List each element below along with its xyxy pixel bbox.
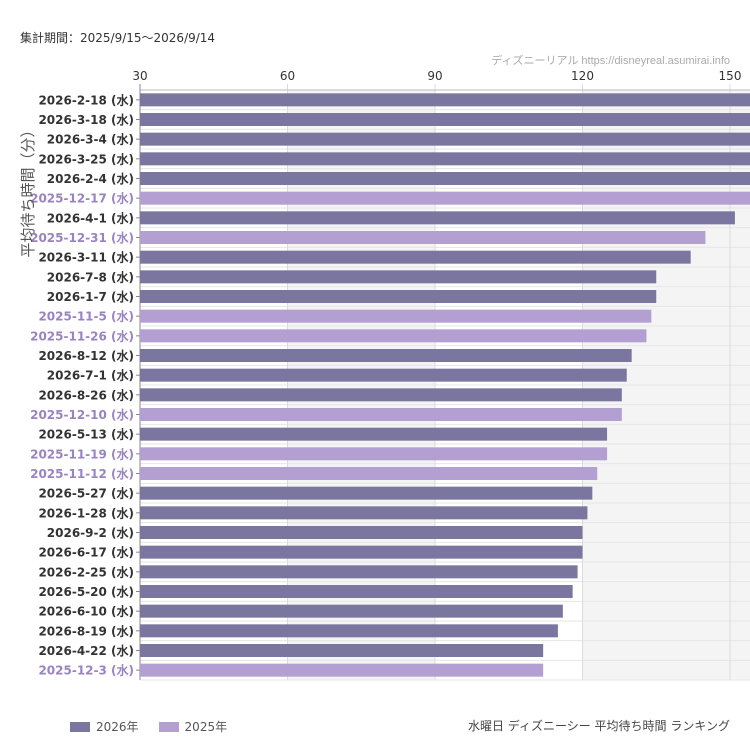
bar [140,388,622,402]
bar [140,408,622,421]
bar [140,526,583,539]
chart-legend: 2026年 2025年 [70,718,227,735]
bar-label: 2026-5-13 (水) [38,427,134,442]
bar [140,93,750,107]
bar-label: 2026-8-12 (水) [38,348,134,363]
bar-label: 2026-5-20 (水) [38,584,134,599]
bar [140,290,657,303]
x-tick-label: 90 [427,69,442,83]
bar [140,427,608,441]
bar-label: 2026-8-19 (水) [38,623,134,638]
bar [140,604,563,618]
x-tick-label: 150 [719,69,742,83]
bar [140,644,544,657]
bar-label: 2025-11-19 (水) [30,446,134,461]
bar [140,486,593,500]
period-label: 集計期間：2025/9/15〜2026/9/14 [20,31,216,45]
bar [140,663,544,677]
x-tick-label: 60 [280,69,295,83]
legend-label-2025: 2025年 [184,720,228,734]
bar [140,368,627,382]
bar-label: 2025-11-26 (水) [30,328,134,343]
bar-label: 2026-7-1 (水) [47,368,134,383]
bar [140,132,750,146]
bar-label: 2026-5-27 (水) [38,486,134,501]
bar-label: 2026-4-22 (水) [38,643,134,658]
bar-label: 2026-7-8 (水) [47,269,134,284]
bar [140,250,691,264]
bar-label: 2026-3-11 (水) [38,250,134,265]
x-tick-label: 120 [571,69,594,83]
bar-label: 2026-6-10 (水) [38,604,134,619]
legend-swatch-2026 [70,721,90,732]
x-tick-label: 30 [132,69,147,83]
bar-label: 2026-1-28 (水) [38,505,134,520]
bar [140,113,750,126]
bar-label: 2026-2-18 (水) [38,92,134,107]
bar-label: 2026-9-2 (水) [47,525,134,540]
bar [140,309,652,323]
bar-label: 2025-12-3 (水) [38,663,134,678]
bar-label: 2025-12-31 (水) [30,230,134,245]
bar-label: 2025-11-12 (水) [30,466,134,481]
bar-label: 2026-8-26 (水) [38,387,134,402]
bar-label: 2026-3-4 (水) [47,132,134,147]
legend-swatch-2025 [158,721,179,732]
bar [140,329,647,343]
bar [140,545,583,559]
bar [140,211,735,225]
bar [140,349,632,362]
bar-label: 2025-12-17 (水) [30,191,134,206]
bar [140,270,657,284]
legend-item-2025[interactable]: 2025年 [158,718,228,735]
bar [140,231,706,244]
bar-label: 2025-11-5 (水) [38,309,134,324]
bar-label: 2025-12-10 (水) [30,407,134,422]
bar-label: 2026-2-25 (水) [38,564,134,579]
bar-label: 2026-4-1 (水) [47,210,134,225]
legend-item-2026[interactable]: 2026年 [70,718,139,735]
chart-caption: 水曜日 ディズニーシー 平均待ち時間 ランキング [467,719,730,733]
site-credit: ディズニーリアル https://disneyreal.asumirai.inf… [491,55,730,67]
bar [140,565,578,579]
bar [140,624,558,638]
bar-label: 2026-3-18 (水) [38,112,134,127]
bar-label: 2026-2-4 (水) [47,171,134,186]
bar [140,447,608,461]
bar [140,506,588,520]
bar [140,467,598,480]
bar-label: 2026-1-7 (水) [47,289,134,304]
bar [140,152,750,166]
y-axis-title: 平均待ち時間（分） [19,122,37,257]
bar [140,191,750,205]
legend-label-2026: 2026年 [96,720,139,734]
bar-label: 2026-6-17 (水) [38,545,134,560]
bar-label: 2026-3-25 (水) [38,151,134,166]
bar [140,172,750,185]
bar [140,585,573,598]
